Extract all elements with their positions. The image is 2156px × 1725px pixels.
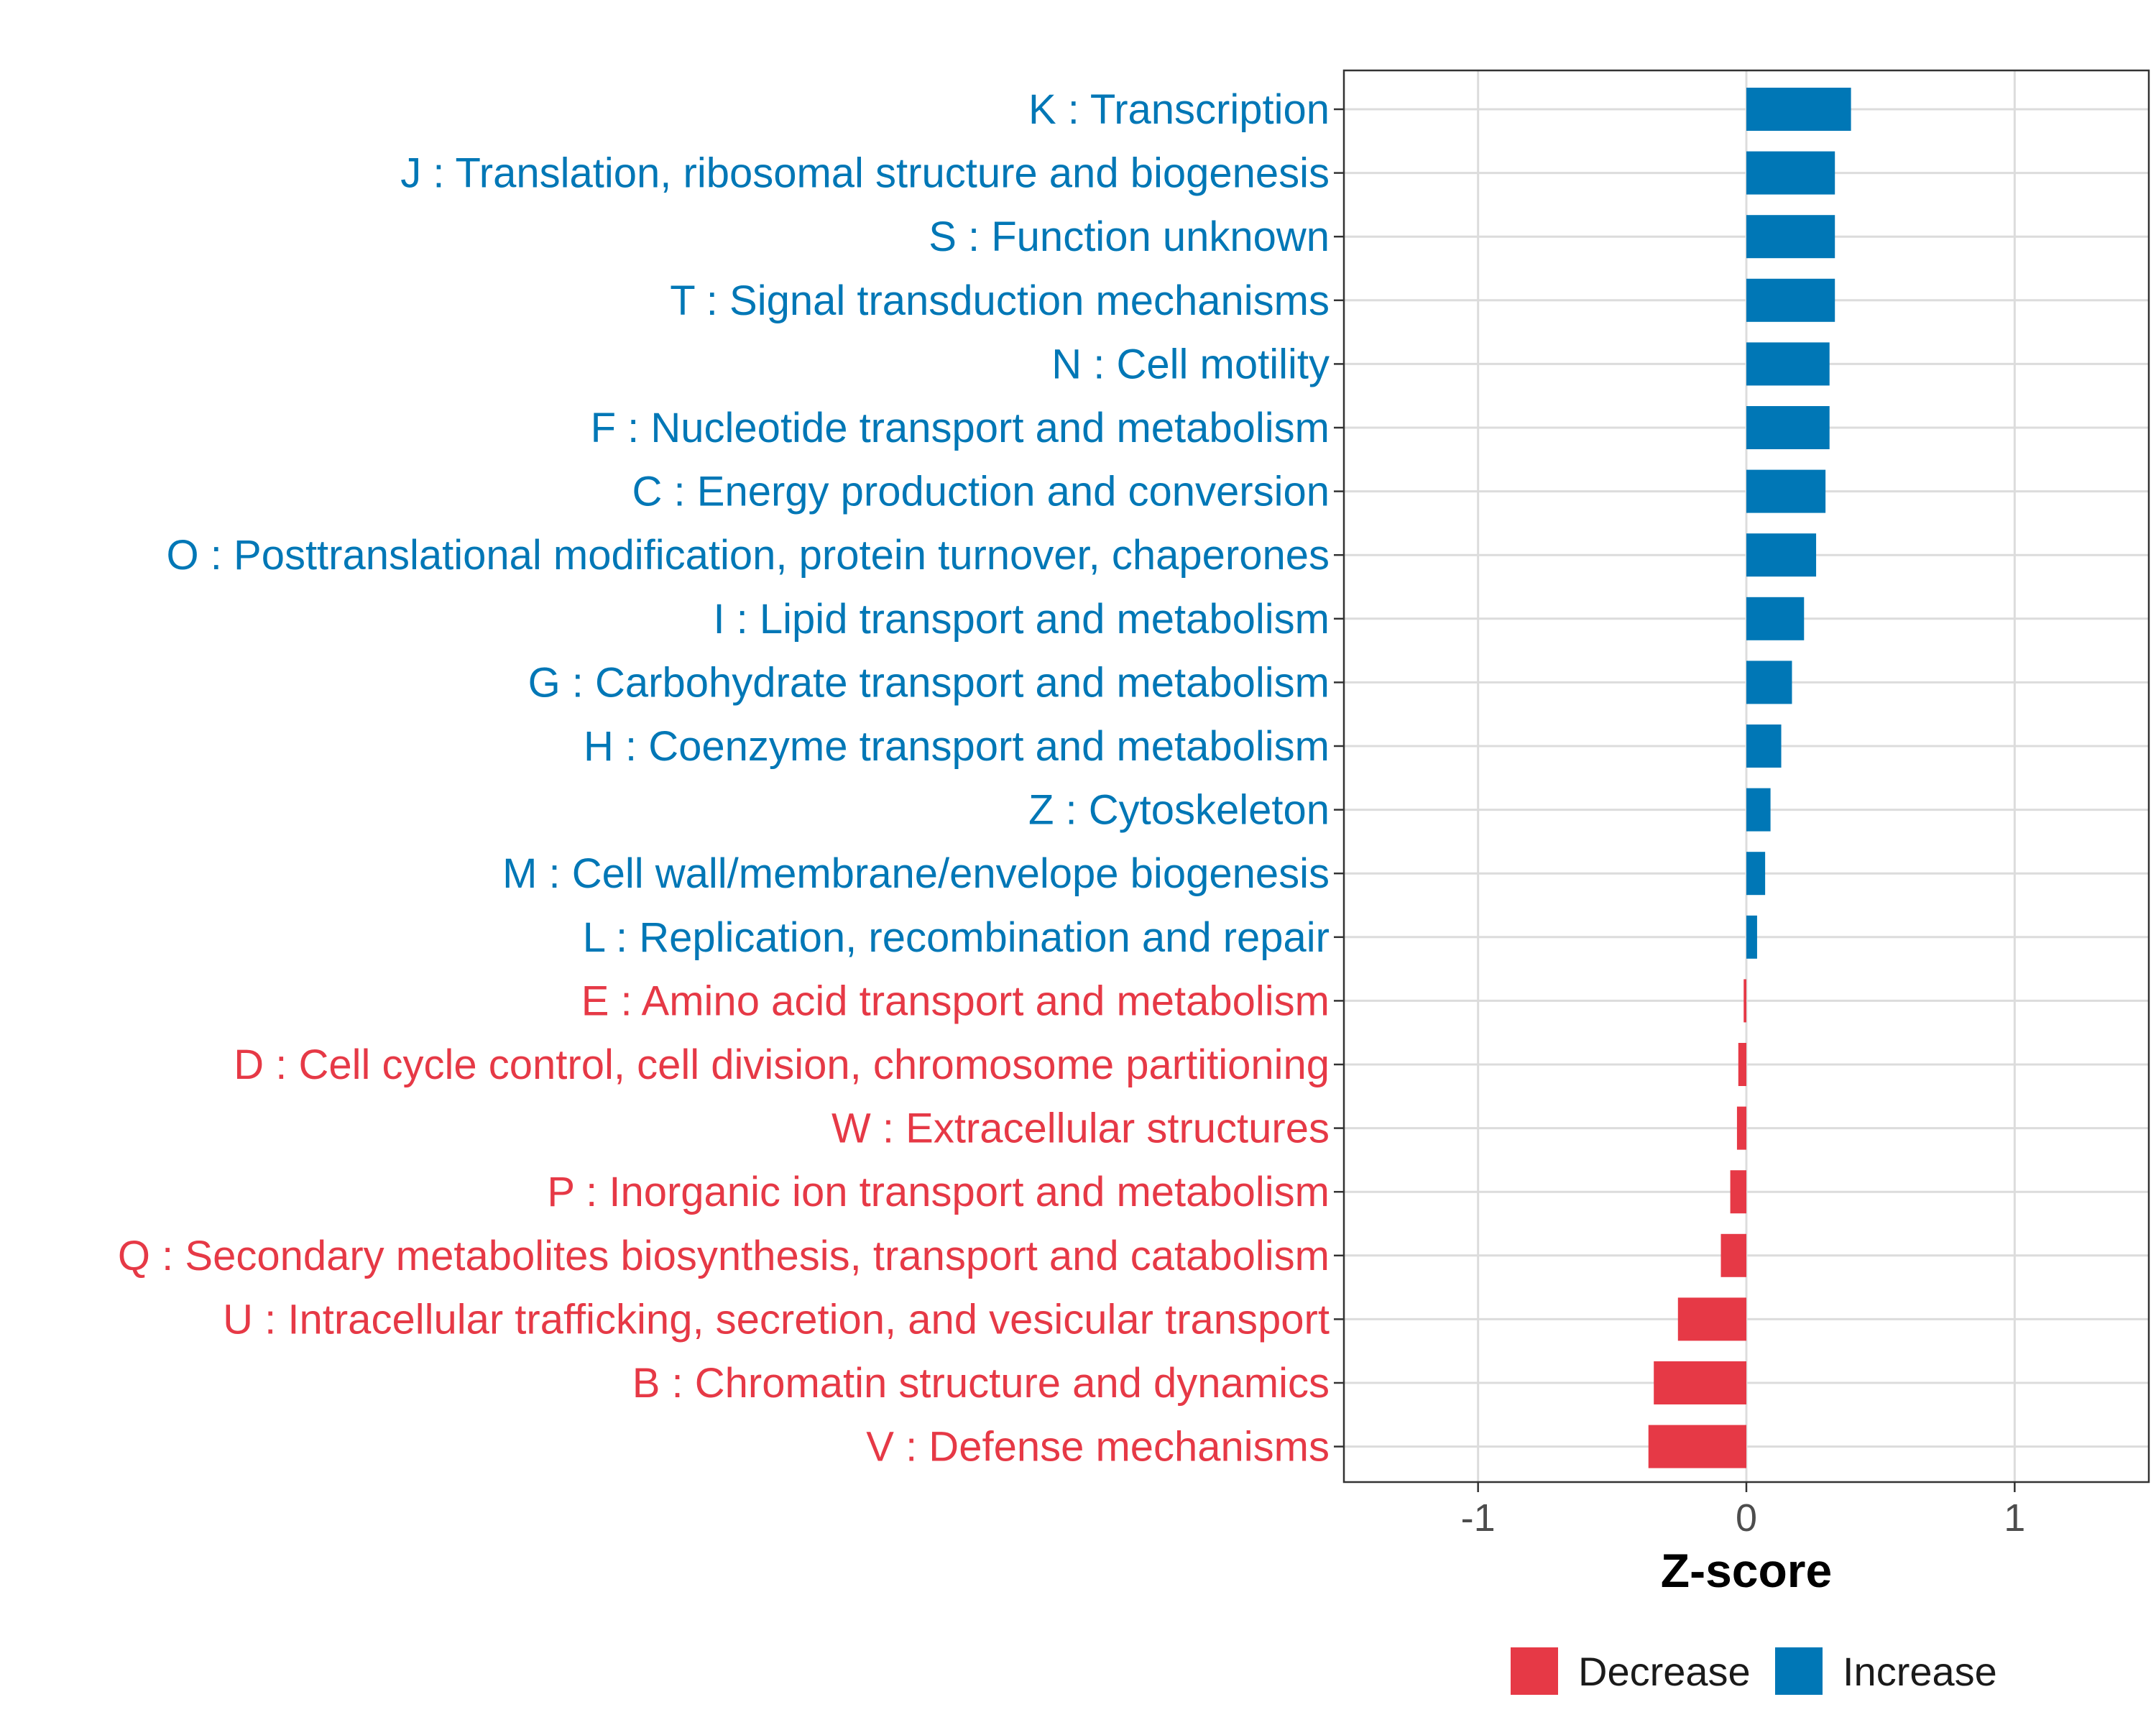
category-label: E : Amino acid transport and metabolism [581, 978, 1330, 1024]
y-axis-ticks [1334, 108, 1344, 1448]
category-label: M : Cell wall/membrane/envelope biogenes… [502, 850, 1330, 897]
bar-increase [1746, 852, 1766, 896]
bar-increase [1746, 88, 1851, 131]
bar-increase [1746, 342, 1830, 386]
bars [1648, 88, 1851, 1468]
category-label: O : Posttranslational modification, prot… [167, 532, 1330, 579]
x-tick-label: 1 [2004, 1496, 2025, 1540]
bar-decrease [1736, 1106, 1746, 1150]
category-label: K : Transcription [1028, 86, 1330, 133]
category-label: S : Function unknown [929, 213, 1330, 260]
category-label: Z : Cytoskeleton [1028, 787, 1330, 834]
category-label: U : Intracellular trafficking, secretion… [223, 1296, 1330, 1343]
bar-increase [1746, 151, 1835, 195]
category-label: V : Defense mechanisms [866, 1424, 1330, 1471]
category-label: I : Lipid transport and metabolism [713, 596, 1330, 643]
x-tick-label: -1 [1461, 1496, 1496, 1540]
bar-increase [1746, 406, 1830, 449]
bar-decrease [1720, 1233, 1746, 1277]
category-label: H : Coenzyme transport and metabolism [584, 723, 1330, 770]
category-label: C : Energy production and conversion [632, 469, 1330, 515]
x-axis-ticks: -1 0 1 [1461, 1482, 2025, 1540]
bar-decrease [1677, 1297, 1746, 1341]
bar-decrease [1730, 1170, 1746, 1214]
bar-increase [1746, 661, 1792, 704]
legend: Decrease Increase [1511, 1647, 1997, 1695]
category-label: F : Nucleotide transport and metabolism [591, 405, 1330, 451]
bar-decrease [1743, 979, 1746, 1023]
category-label: N : Cell motility [1051, 341, 1330, 387]
legend-label-increase: Increase [1843, 1649, 1997, 1694]
category-label: G : Carbohydrate transport and metabolis… [528, 659, 1330, 706]
bar-increase [1746, 597, 1805, 640]
category-label: Q : Secondary metabolites biosynthesis, … [118, 1233, 1330, 1279]
legend-label-decrease: Decrease [1578, 1649, 1751, 1694]
bar-increase [1746, 278, 1835, 322]
bar-decrease [1648, 1425, 1746, 1468]
bar-increase [1746, 788, 1771, 832]
category-label: P : Inorganic ion transport and metaboli… [547, 1169, 1330, 1215]
bar-increase [1746, 915, 1757, 959]
bar-decrease [1738, 1043, 1746, 1086]
bar-increase [1746, 533, 1817, 577]
legend-swatch-decrease [1511, 1647, 1558, 1695]
legend-swatch-increase [1775, 1647, 1823, 1695]
category-label: T : Signal transduction mechanisms [670, 277, 1330, 324]
category-label: J : Translation, ribosomal structure and… [400, 150, 1330, 197]
category-label: L : Replication, recombination and repai… [583, 914, 1330, 961]
x-axis-title: Z-score [1661, 1544, 1832, 1597]
category-label: W : Extracellular structures [831, 1105, 1330, 1152]
bar-increase [1746, 469, 1826, 513]
bar-decrease [1654, 1361, 1746, 1404]
bar-increase [1746, 724, 1782, 768]
category-label: D : Cell cycle control, cell division, c… [234, 1041, 1330, 1088]
category-labels: K : Transcription J : Translation, riboso… [118, 86, 1330, 1471]
bar-increase [1746, 215, 1835, 259]
x-tick-label: 0 [1736, 1496, 1757, 1540]
category-label: B : Chromatin structure and dynamics [632, 1360, 1330, 1407]
